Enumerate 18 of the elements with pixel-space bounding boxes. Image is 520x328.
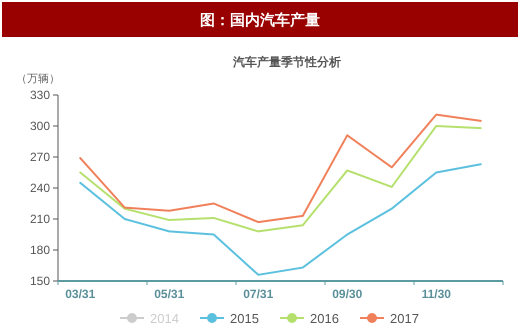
legend-label: 2017 bbox=[390, 311, 419, 326]
x-tick-label: 03/31 bbox=[65, 287, 96, 301]
x-tick-label: 05/31 bbox=[154, 287, 185, 301]
y-tick-label: 150 bbox=[30, 274, 50, 288]
y-axis-title: （万辆） bbox=[16, 73, 60, 85]
legend-label: 2016 bbox=[310, 311, 339, 326]
legend-label: 2015 bbox=[230, 311, 259, 326]
x-tick-label: 07/31 bbox=[243, 287, 274, 301]
y-tick-label: 240 bbox=[30, 181, 50, 195]
y-tick-label: 330 bbox=[30, 88, 50, 102]
x-tick-label: 11/30 bbox=[422, 287, 452, 301]
y-tick-label: 210 bbox=[30, 212, 50, 226]
chart-subtitle: 汽车产量季节性分析 bbox=[232, 55, 341, 69]
chart-title: 图：国内汽车产量 bbox=[200, 11, 320, 29]
y-tick-label: 270 bbox=[30, 150, 50, 164]
y-tick-label: 300 bbox=[30, 119, 50, 133]
x-tick-label: 09/30 bbox=[332, 287, 363, 301]
y-tick-label: 180 bbox=[30, 243, 50, 257]
